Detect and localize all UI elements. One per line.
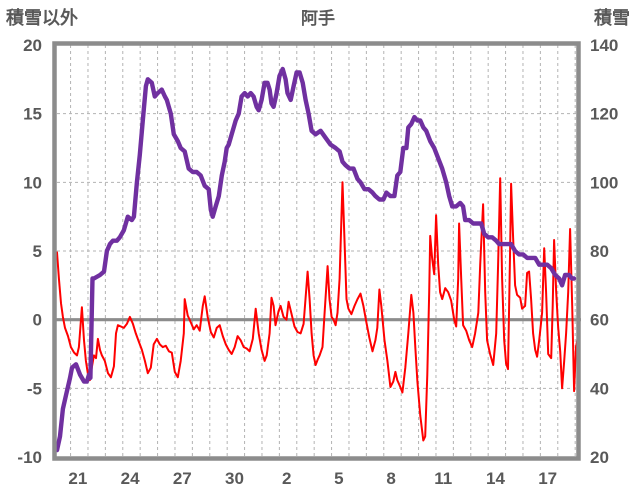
x-axis-tick-label: 21 <box>68 469 87 488</box>
chart-title: 阿手 <box>301 9 335 28</box>
left-axis-tick-label: 20 <box>23 36 42 55</box>
right-axis-title: 積雪 <box>594 8 630 28</box>
left-axis-tick-label: 10 <box>23 173 42 192</box>
right-axis-tick-label: 120 <box>590 105 618 124</box>
left-axis-tick-label: 0 <box>33 311 42 330</box>
temperature-line <box>56 177 580 442</box>
x-axis-tick-label: 11 <box>434 469 452 488</box>
x-axis-tick-label: 2 <box>282 469 291 488</box>
right-axis-tick-label: 80 <box>590 242 609 261</box>
left-axis-title: 積雪以外 <box>6 8 78 28</box>
x-axis-tick-label: 17 <box>538 469 557 488</box>
x-axis-tick-label: 14 <box>486 469 505 488</box>
right-axis-tick-label: 100 <box>590 173 618 192</box>
x-axis-tick-label: 27 <box>173 469 192 488</box>
plot-border <box>52 41 581 461</box>
left-axis-tick-label: -5 <box>27 379 42 398</box>
x-axis-tick-label: 5 <box>334 469 343 488</box>
right-axis-tick-label: 140 <box>590 36 618 55</box>
left-axis-tick-label: -10 <box>17 448 42 467</box>
x-axis-tick-label: 30 <box>225 469 244 488</box>
x-axis-tick-label: 24 <box>121 469 140 488</box>
right-axis-tick-label: 60 <box>590 311 609 330</box>
snow-depth-line <box>54 66 577 453</box>
left-axis-tick-label: 5 <box>33 242 42 261</box>
left-axis-tick-label: 15 <box>23 105 42 124</box>
right-axis-tick-label: 40 <box>590 379 609 398</box>
x-axis-tick-label: 8 <box>386 469 395 488</box>
right-axis-tick-label: 20 <box>590 448 609 467</box>
